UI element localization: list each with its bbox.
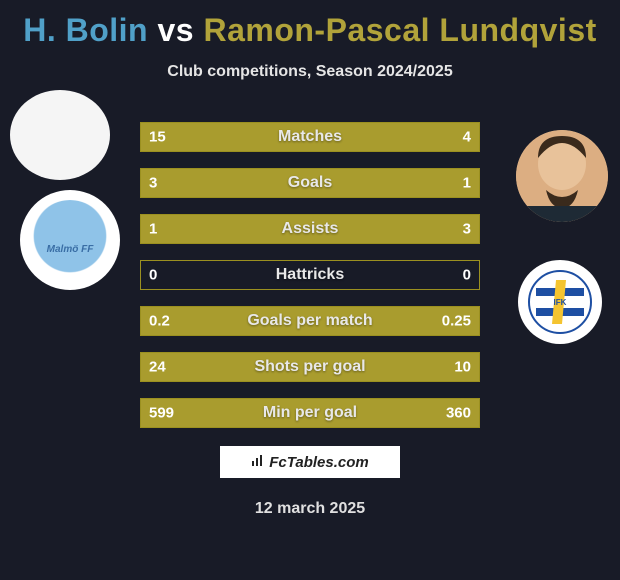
svg-text:IFK: IFK xyxy=(554,298,567,307)
brand-box: FcTables.com xyxy=(220,446,400,478)
stat-row-shots-per-goal: 2410Shots per goal xyxy=(140,352,480,382)
stat-label: Goals xyxy=(141,174,479,192)
stats-bars: 154Matches 31Goals 13Assists 00Hattricks 0.2… xyxy=(140,122,480,444)
title-player-right: Ramon-Pascal Lundqvist xyxy=(203,12,596,48)
club-crest-right: IFK xyxy=(518,260,602,344)
brand-text: FcTables.com xyxy=(269,454,368,471)
title-player-left: H. Bolin xyxy=(23,12,148,48)
face-icon xyxy=(516,130,608,222)
stat-label: Assists xyxy=(141,220,479,238)
stat-label: Shots per goal xyxy=(141,358,479,376)
title-vs: vs xyxy=(157,12,194,48)
malmo-crest-icon xyxy=(30,200,110,280)
stat-row-assists: 13Assists xyxy=(140,214,480,244)
stat-row-goals: 31Goals xyxy=(140,168,480,198)
stat-label: Matches xyxy=(141,128,479,146)
stat-label: Hattricks xyxy=(141,266,479,284)
avatar-player-right xyxy=(516,130,608,222)
stat-row-matches: 154Matches xyxy=(140,122,480,152)
stat-row-min-per-goal: 599360Min per goal xyxy=(140,398,480,428)
avatar-player-left xyxy=(10,90,110,180)
date-text: 12 march 2025 xyxy=(0,500,620,518)
comparison-title: H. Bolin vs Ramon-Pascal Lundqvist xyxy=(0,0,620,49)
stat-row-goals-per-match: 0.20.25Goals per match xyxy=(140,306,480,336)
ifk-crest-icon: IFK xyxy=(524,266,596,338)
stat-row-hattricks: 00Hattricks xyxy=(140,260,480,290)
club-crest-left xyxy=(20,190,120,290)
chart-icon xyxy=(251,453,265,471)
stat-label: Goals per match xyxy=(141,312,479,330)
subtitle: Club competitions, Season 2024/2025 xyxy=(0,63,620,81)
stat-label: Min per goal xyxy=(141,404,479,422)
